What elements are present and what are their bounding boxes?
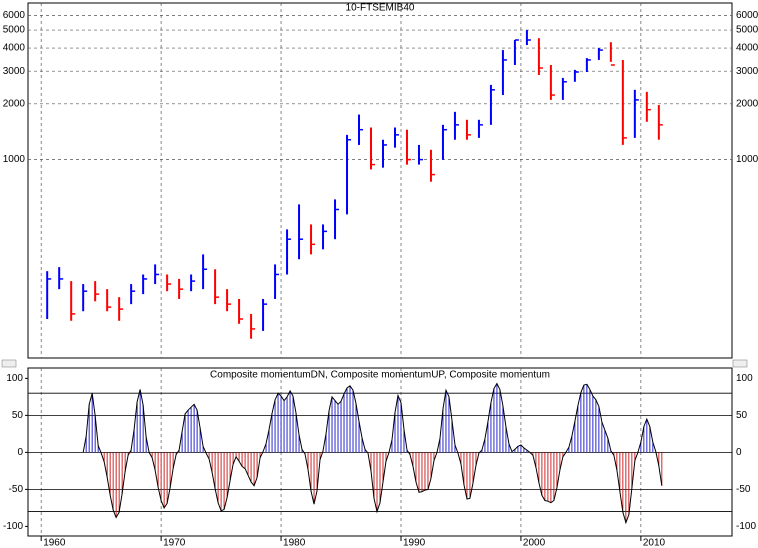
price-title: 10-FTSEMIB40 <box>346 3 415 14</box>
y-tick-label-right: 1000 <box>736 154 758 165</box>
y-tick-label-right: 3000 <box>736 66 758 77</box>
y-tick-label: 3000 <box>3 66 26 77</box>
y-tick-label-right: 50 <box>736 410 748 421</box>
y-tick-label: 1000 <box>3 154 26 165</box>
y-tick-label: 50 <box>12 410 24 421</box>
x-tick-label: 2010 <box>643 538 666 548</box>
y-tick-label: 6000 <box>3 10 26 21</box>
momentum-line <box>82 382 663 525</box>
y-tick-label-right: -50 <box>736 484 751 495</box>
x-tick-label: 1970 <box>163 538 186 548</box>
y-tick-label: -50 <box>9 484 24 495</box>
y-tick-label: 5000 <box>3 25 26 36</box>
panel-icon <box>1 359 17 368</box>
y-tick-label: 0 <box>17 447 23 458</box>
x-tick-label: 2000 <box>523 538 546 548</box>
y-tick-label: -100 <box>3 521 23 532</box>
y-tick-label: 4000 <box>3 43 26 54</box>
y-tick-label-right: -100 <box>736 521 756 532</box>
x-tick-label: 1980 <box>283 538 306 548</box>
y-tick-label: 100 <box>6 373 23 384</box>
price-frame <box>27 2 733 359</box>
y-tick-label-right: 100 <box>736 373 753 384</box>
y-tick-label: 2000 <box>3 98 26 109</box>
x-tick-label: 1990 <box>403 538 426 548</box>
y-tick-label-right: 6000 <box>736 10 758 21</box>
y-tick-label-right: 5000 <box>736 25 758 36</box>
y-tick-label-right: 0 <box>736 447 742 458</box>
y-tick-label-right: 4000 <box>736 43 758 54</box>
x-tick-label: 1960 <box>43 538 66 548</box>
y-tick-label-right: 2000 <box>736 98 758 109</box>
momentum-title: Composite momentumDN, Composite momentum… <box>210 370 550 381</box>
panel-icon <box>732 359 748 368</box>
